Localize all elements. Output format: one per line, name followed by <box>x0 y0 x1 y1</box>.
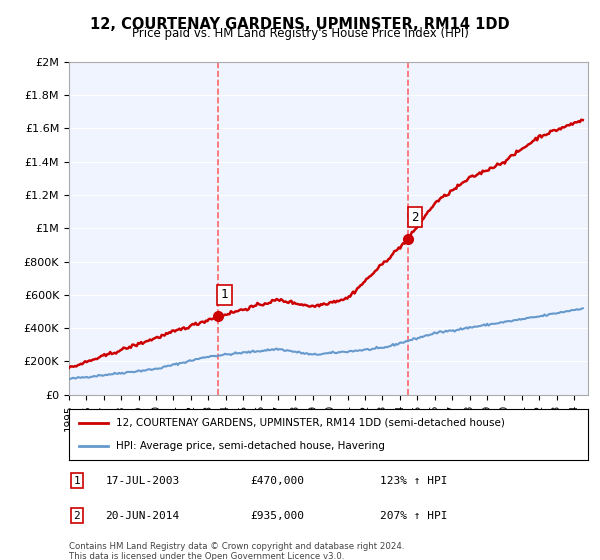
Text: £470,000: £470,000 <box>251 475 305 486</box>
Text: 12, COURTENAY GARDENS, UPMINSTER, RM14 1DD (semi-detached house): 12, COURTENAY GARDENS, UPMINSTER, RM14 1… <box>116 418 505 428</box>
Text: 207% ↑ HPI: 207% ↑ HPI <box>380 511 448 521</box>
Text: 2: 2 <box>73 511 80 521</box>
Text: 12, COURTENAY GARDENS, UPMINSTER, RM14 1DD: 12, COURTENAY GARDENS, UPMINSTER, RM14 1… <box>90 17 510 32</box>
Text: 123% ↑ HPI: 123% ↑ HPI <box>380 475 448 486</box>
Text: 20-JUN-2014: 20-JUN-2014 <box>106 511 179 521</box>
Text: 2: 2 <box>412 211 419 224</box>
Text: £935,000: £935,000 <box>251 511 305 521</box>
Text: 1: 1 <box>221 288 229 301</box>
Text: Price paid vs. HM Land Registry's House Price Index (HPI): Price paid vs. HM Land Registry's House … <box>131 27 469 40</box>
Text: Contains HM Land Registry data © Crown copyright and database right 2024.
This d: Contains HM Land Registry data © Crown c… <box>69 542 404 560</box>
Text: 17-JUL-2003: 17-JUL-2003 <box>106 475 179 486</box>
Text: 1: 1 <box>73 475 80 486</box>
Text: HPI: Average price, semi-detached house, Havering: HPI: Average price, semi-detached house,… <box>116 441 385 451</box>
